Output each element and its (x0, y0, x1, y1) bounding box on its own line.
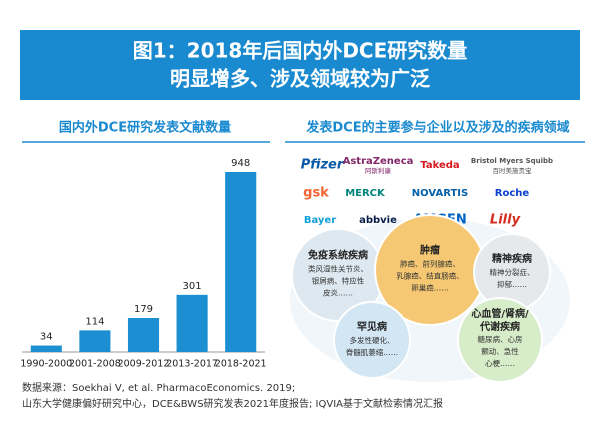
company-logo: Bristol Myers Squibb (471, 157, 553, 165)
footer-line: 山东大学健康偏好研究中心，DCE&BWS研究发表2021年度报告; IQVIA基… (22, 397, 443, 410)
value-label: 948 (231, 158, 250, 169)
company-logo: Pfizer (301, 158, 345, 173)
x-tick-label: 1990-2000 (20, 359, 72, 370)
disease-examples: 颤动、急性 (481, 346, 519, 356)
company-logo: Lilly (490, 213, 521, 228)
disease-circle (457, 297, 543, 383)
company-logo: Takeda (420, 160, 459, 171)
company-logo: Roche (495, 188, 530, 199)
title-banner (20, 30, 580, 100)
company-logo: abbvie (359, 215, 397, 226)
bar (79, 330, 111, 352)
company-logo: AstraZeneca (343, 156, 414, 167)
disease-examples: 糖尿病、心房 (478, 334, 523, 344)
bar (176, 294, 208, 352)
value-label: 114 (85, 316, 104, 327)
disease-examples: 肺癌、前列腺癌、 (400, 259, 460, 269)
disease-title: 精神疾病 (492, 252, 532, 265)
company-logo: NOVARTIS (412, 188, 468, 199)
x-tick-label: 2001-2008 (69, 359, 121, 370)
disease-examples: 脊髓肌萎缩…… (346, 347, 399, 357)
disease-examples: 乳腺癌、结直肠癌、 (396, 271, 464, 281)
value-label: 179 (134, 304, 153, 315)
company-logo: Bayer (304, 215, 336, 226)
disease-examples: 抑郁…… (497, 279, 527, 289)
company-logo: MERCK (345, 188, 386, 199)
bar (30, 345, 62, 352)
diagram-title: 发表DCE的主要参与企业以及涉及的疾病领域 (305, 120, 569, 136)
title-line: 图1：2018年后国内外DCE研究数量 (133, 39, 468, 63)
x-tick-label: 2009-2012 (118, 359, 170, 370)
disease-title: 心血管/肾病/ (471, 307, 529, 320)
disease-title: 代谢疾病 (479, 320, 520, 333)
disease-examples: 精神分裂症、 (490, 267, 535, 277)
disease-title: 罕见病 (357, 320, 387, 333)
disease-examples: 类风湿性关节炎、 (308, 264, 368, 274)
disease-examples: 皮炎…… (323, 288, 353, 298)
disease-examples: 心梗…… (485, 358, 515, 368)
value-label: 301 (183, 281, 202, 292)
disease-examples: 银屑病、特应性 (312, 276, 365, 286)
company-logo: gsk (303, 186, 329, 201)
footer-line: 数据来源：Soekhai V, et al. PharmacoEconomics… (22, 381, 295, 394)
disease-circle (333, 301, 411, 379)
chart-title: 国内外DCE研究发表文献数量 (59, 120, 231, 136)
value-label: 34 (40, 332, 53, 343)
company-logo-sub: 百时美施贵宝 (493, 166, 533, 175)
x-tick-label: 2013-2017 (166, 359, 218, 370)
disease-title: 肿瘤 (420, 244, 440, 257)
disease-examples: 多发性硬化、 (350, 335, 395, 345)
x-tick-label: 2018-2021 (215, 359, 267, 370)
disease-examples: 卵巢癌…… (411, 283, 449, 293)
company-logo-sub: 阿斯利康 (365, 166, 392, 175)
bar (127, 318, 160, 352)
title-line: 明显增多、涉及领域较为广泛 (170, 67, 430, 91)
bar (225, 172, 257, 352)
disease-title: 免疫系统疾病 (308, 249, 368, 262)
